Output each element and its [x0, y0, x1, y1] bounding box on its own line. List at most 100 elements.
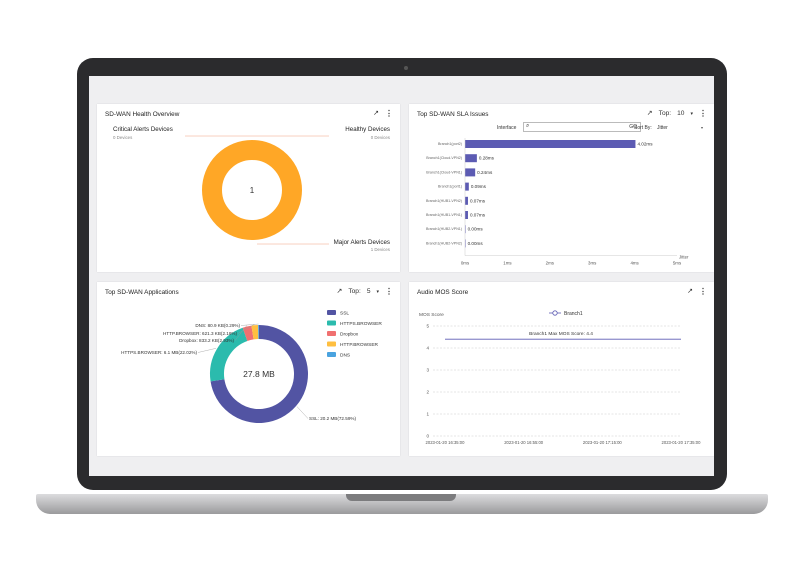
bar-value-label: 0.07ms — [470, 213, 486, 218]
health-panel: SD-WAN Health Overview ↗ ⋮ Critical Aler… — [97, 104, 400, 272]
interface-label: Interface — [497, 125, 517, 131]
go-button[interactable]: GO — [629, 124, 637, 130]
critical-alerts-count: 0 Devices — [113, 135, 133, 140]
legend-label[interactable]: SSL — [340, 311, 349, 317]
bar-value-label: 0.24ms — [477, 170, 493, 175]
donut-slice-https-browser[interactable] — [210, 327, 248, 382]
dashboard-screen: SD-WAN Health Overview ↗ ⋮ Critical Aler… — [89, 76, 714, 476]
legend-label[interactable]: HTTP.BROWSER — [340, 342, 379, 348]
donut-slice-dropbox[interactable] — [242, 325, 254, 342]
bar[interactable] — [465, 182, 469, 191]
bar[interactable] — [465, 140, 636, 148]
annotation-leader-line — [234, 325, 247, 341]
healthy-devices-label: Healthy Devices — [345, 126, 390, 133]
legend-marker[interactable] — [552, 310, 558, 316]
mos-line-label: Branch1 Max MOS Score: 4.4 — [529, 331, 593, 337]
major-alerts-label: Major Alerts Devices — [333, 239, 390, 246]
legend-swatch[interactable] — [327, 310, 336, 315]
expand-icon[interactable]: ↗ — [336, 288, 343, 295]
bar-value-label: 0.00ms — [468, 241, 484, 246]
x-tick-label: 2ms — [546, 261, 555, 266]
bar-value-label: 4.02ms — [637, 142, 653, 147]
expand-icon[interactable]: ↗ — [646, 110, 653, 117]
panel-tools: ↗ ⋮ — [687, 287, 707, 297]
chevron-down-icon[interactable]: ▾ — [690, 111, 693, 117]
category-label: Branch1(Cloud-VPN1) — [426, 170, 462, 174]
donut-center-value: 1 — [250, 186, 255, 195]
top-label: Top: — [348, 288, 361, 295]
healthy-devices-count: 0 Devices — [370, 135, 390, 140]
donut-slice-ssl[interactable] — [210, 325, 308, 423]
more-menu-icon[interactable]: ⋮ — [699, 109, 707, 118]
chevron-down-icon[interactable]: ▾ — [376, 289, 379, 295]
category-label: Branch1(HUB1-VPN2) — [426, 199, 462, 203]
bar[interactable] — [465, 225, 466, 234]
x-tick-label: 2023-01-20 17:15:00 — [583, 440, 623, 445]
expand-icon[interactable]: ↗ — [373, 110, 379, 117]
x-tick-label: 2023-01-20 16:35:00 — [426, 440, 466, 445]
legend-label[interactable]: Dropbox — [340, 332, 359, 338]
x-tick-label: 3ms — [588, 261, 597, 266]
annotation-leader-line — [197, 348, 217, 353]
y-tick-label: 2 — [426, 390, 429, 395]
y-tick-label: 1 — [426, 412, 429, 417]
slice-annotation: Dropbox: 833.2 KB(2.93%) — [179, 338, 234, 343]
panel-tools: ↗ Top: 5 ▾ ⋮ — [336, 287, 393, 297]
sla-panel: Top SD-WAN SLA Issues ↗ Top: 10 ▾ ⋮ Inte… — [409, 104, 714, 272]
category-label: Branch1(HUB2-VPN2) — [426, 241, 462, 245]
bar[interactable] — [465, 211, 468, 219]
y-tick-label: 5 — [426, 324, 429, 329]
bar-value-label: 0.09ms — [471, 184, 487, 189]
legend-swatch[interactable] — [327, 341, 336, 347]
sort-select[interactable]: Jitter — [657, 125, 668, 131]
top-label: Top: — [658, 110, 672, 117]
legend-label[interactable]: DNS — [340, 353, 350, 359]
panel-title: SD-WAN Health Overview — [105, 111, 180, 118]
category-label: Branch1(Cloud-VPN2) — [426, 156, 462, 160]
y-tick-label: 4 — [426, 346, 429, 351]
sort-chevron-icon[interactable]: ▾ — [701, 125, 704, 130]
x-tick-label: 5ms — [673, 261, 682, 266]
category-label: Branch1(port2) — [438, 142, 462, 146]
y-axis-label: MOS Score — [419, 312, 444, 318]
slice-annotation: HTTPS.BROWSER: 6.1 MB(22.02%) — [121, 350, 197, 355]
bar-value-label: 0.28ms — [479, 156, 495, 161]
legend-label[interactable]: HTTPS.BROWSER — [340, 321, 382, 327]
legend-label[interactable]: Branch1 — [564, 311, 583, 317]
legend-swatch[interactable] — [327, 352, 336, 357]
panel-tools: ↗ ⋮ — [373, 109, 393, 119]
expand-icon[interactable]: ↗ — [687, 288, 693, 295]
slice-annotation: HTTP.BROWSER: 621.3 KB(2.18%) — [163, 331, 237, 336]
more-menu-icon[interactable]: ⋮ — [385, 109, 393, 118]
annotation-leader-line — [237, 324, 255, 334]
mos-line-chart: MOS Score Branch1 0 1 2 3 4 5 Branch1 Max MOS Sc… — [419, 310, 701, 445]
legend-swatch[interactable] — [327, 320, 336, 326]
top-select[interactable]: 10 — [677, 110, 685, 117]
x-tick-label: 2023-01-20 16:55:00 — [504, 440, 544, 445]
panel-title: Top SD-WAN SLA Issues — [417, 111, 489, 118]
y-tick-label: 3 — [426, 368, 429, 373]
bar[interactable] — [465, 196, 468, 205]
apps-panel: Top SD-WAN Applications ↗ Top: 5 ▾ ⋮ 27.… — [97, 282, 400, 456]
slice-annotation: DNS: 80.9 KB(0.29%) — [195, 323, 240, 328]
major-alerts-segment[interactable] — [202, 140, 302, 240]
sla-bar-chart: Branch1(port2) 4.02ms Branch1(Cloud-VPN2) 0… — [426, 138, 689, 266]
interface-search-input[interactable]: ⌕ GO — [523, 122, 641, 132]
health-donut-chart: 1 — [185, 135, 329, 245]
annotation-leader-line — [296, 406, 309, 419]
more-menu-icon[interactable]: ⋮ — [385, 287, 393, 296]
bar[interactable] — [465, 239, 466, 248]
more-menu-icon[interactable]: ⋮ — [699, 287, 707, 296]
bar[interactable] — [465, 168, 476, 177]
bar-value-label: 0.07ms — [470, 198, 486, 203]
critical-alerts-label: Critical Alerts Devices — [113, 126, 173, 133]
major-alerts-count: 1 Devices — [370, 247, 390, 252]
panel-tools: ↗ Top: 10 ▾ ⋮ — [647, 109, 707, 119]
bar[interactable] — [465, 154, 477, 163]
top-select[interactable]: 5 — [366, 288, 371, 295]
annotation-leader-line — [240, 323, 259, 326]
camera-icon — [404, 66, 408, 70]
legend-swatch[interactable] — [327, 331, 336, 336]
search-icon: ⌕ — [526, 123, 530, 129]
category-label: Branch1(port1) — [438, 185, 462, 189]
